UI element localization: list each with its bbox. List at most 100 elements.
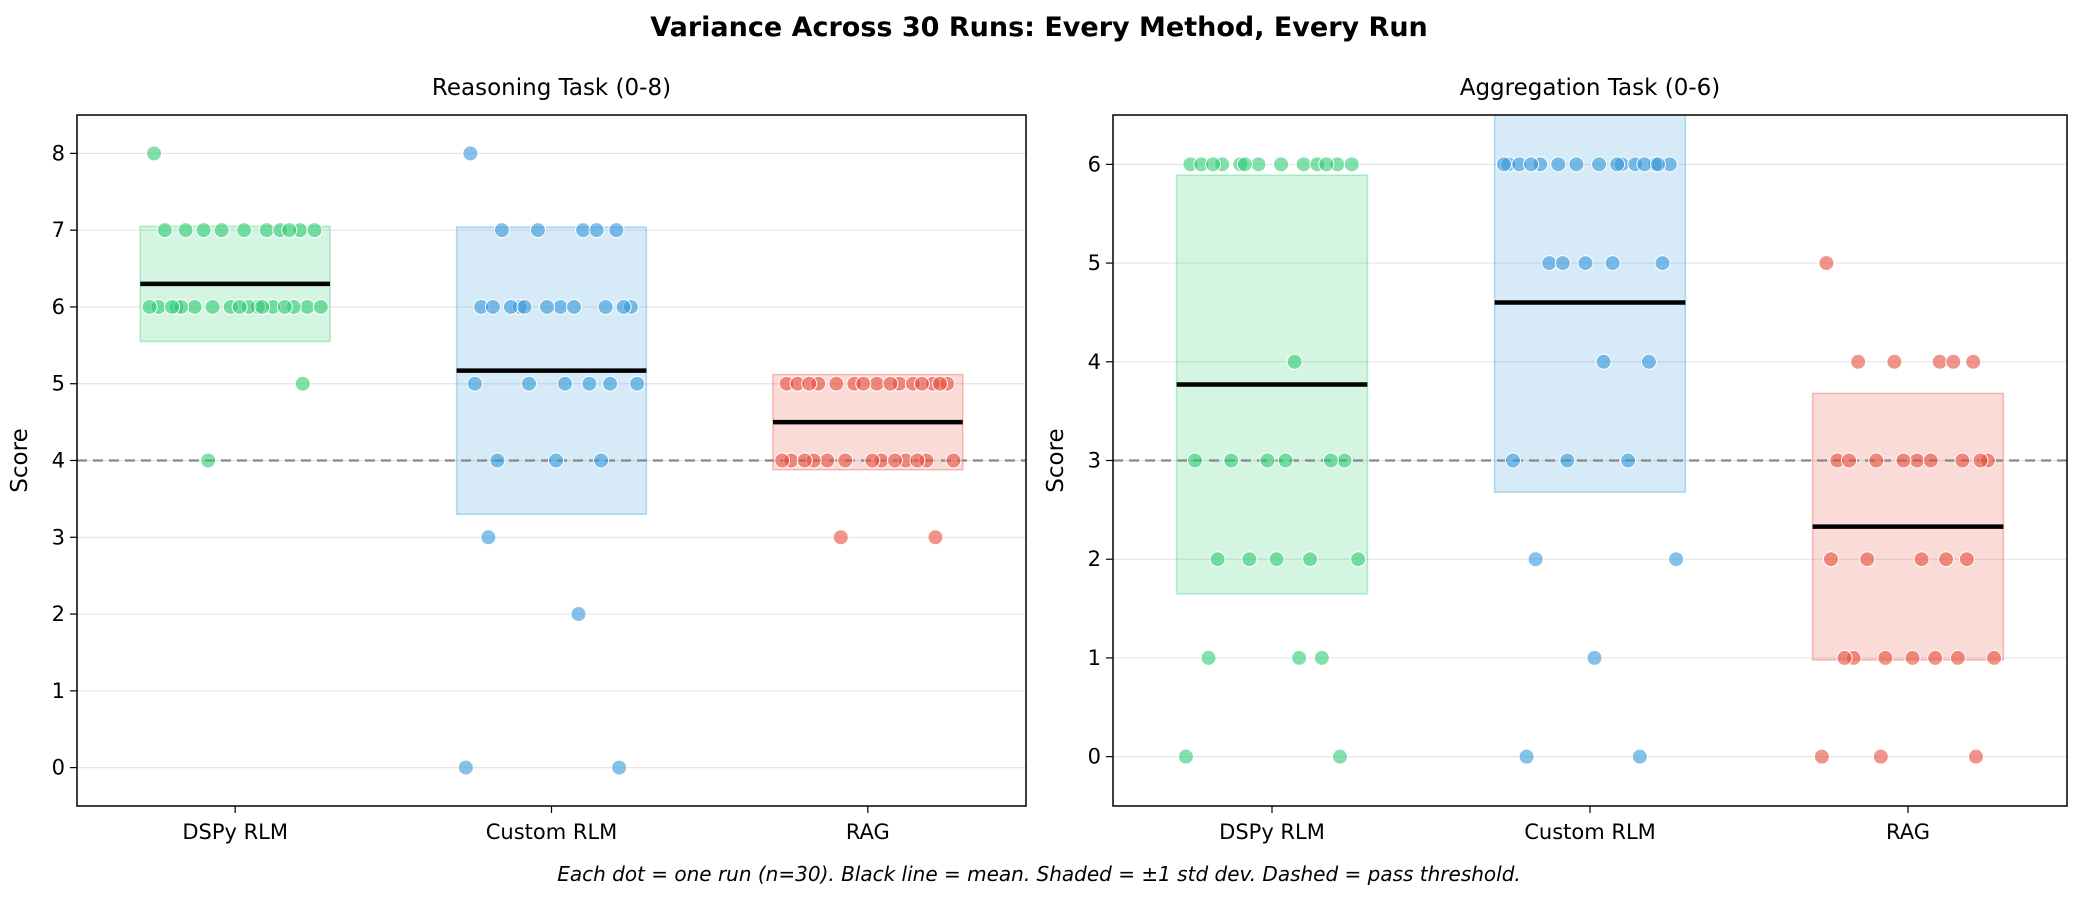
chart-caption: Each dot = one run (n=30). Black line = … — [557, 862, 1521, 886]
axes-frame — [1112, 114, 2068, 807]
data-point — [1620, 452, 1637, 469]
data-point — [615, 298, 632, 315]
data-point — [1205, 156, 1222, 173]
data-point — [1595, 353, 1612, 370]
data-point — [552, 298, 569, 315]
data-point — [832, 529, 849, 546]
data-point — [1986, 649, 2003, 666]
data-point — [774, 452, 791, 469]
data-point — [1291, 649, 1308, 666]
x-tick-label: Custom RLM — [486, 820, 618, 844]
data-point — [1241, 551, 1258, 568]
data-point — [1577, 255, 1594, 272]
data-point — [855, 375, 872, 392]
data-point — [913, 375, 930, 392]
data-point — [801, 375, 818, 392]
data-point — [1631, 748, 1648, 765]
y-axis-label: Score — [7, 428, 33, 492]
x-tick-label: Custom RLM — [1524, 820, 1656, 844]
data-point — [1223, 452, 1240, 469]
data-point — [1236, 156, 1253, 173]
data-point — [236, 222, 253, 239]
data-point — [516, 298, 533, 315]
y-tick-label: 1 — [52, 679, 65, 703]
y-tick-label: 5 — [52, 372, 65, 396]
data-point — [299, 298, 316, 315]
data-point — [1259, 452, 1276, 469]
data-point — [1186, 452, 1203, 469]
data-point — [1913, 551, 1930, 568]
panel-2: 0 1 2 3 4 5 6 DSPy RLM Custom RLM RAG Aggregation … — [1043, 75, 2068, 844]
data-point — [502, 298, 519, 315]
y-tick-label: 3 — [1088, 449, 1101, 473]
chart-title: Variance Across 30 Runs: Every Method, E… — [650, 12, 1428, 43]
data-point — [575, 222, 592, 239]
data-point — [1504, 452, 1521, 469]
data-point — [1841, 452, 1858, 469]
panel-title: Aggregation Task (0-6) — [1460, 75, 1721, 101]
data-point — [1965, 353, 1982, 370]
data-point — [186, 298, 203, 315]
data-point — [1295, 156, 1312, 173]
y-tick-label: 6 — [1088, 152, 1101, 176]
data-point — [548, 452, 565, 469]
data-point — [1850, 353, 1867, 370]
data-point — [1495, 156, 1512, 173]
data-point — [1886, 353, 1903, 370]
data-point — [629, 375, 646, 392]
data-point — [1350, 551, 1367, 568]
data-point — [927, 529, 944, 546]
data-point — [1822, 551, 1839, 568]
y-tick-label: 6 — [52, 295, 65, 319]
data-point — [1331, 748, 1348, 765]
data-point — [828, 375, 845, 392]
y-tick-label: 3 — [52, 525, 65, 549]
data-point — [306, 222, 323, 239]
data-point — [1909, 452, 1926, 469]
data-point — [837, 452, 854, 469]
data-point — [281, 222, 298, 239]
data-point — [141, 298, 158, 315]
y-tick-label: 8 — [52, 141, 65, 165]
y-tick-label: 4 — [52, 449, 65, 473]
data-point — [557, 375, 574, 392]
axes-frame — [76, 114, 1027, 807]
data-point — [1967, 748, 1984, 765]
data-point — [886, 452, 903, 469]
data-point — [1591, 156, 1608, 173]
data-point — [588, 222, 605, 239]
data-point — [570, 606, 587, 623]
y-tick-label: 2 — [52, 602, 65, 626]
data-point — [195, 222, 212, 239]
data-point — [1931, 353, 1948, 370]
data-point — [1836, 649, 1853, 666]
x-tick-label: RAG — [1886, 820, 1930, 844]
y-tick-label: 4 — [1088, 350, 1101, 374]
data-point — [1818, 255, 1835, 272]
data-point — [909, 452, 926, 469]
panel-title: Reasoning Task (0-8) — [432, 75, 671, 101]
data-point — [819, 452, 836, 469]
data-point — [1958, 551, 1975, 568]
y-tick-label: 0 — [1088, 745, 1101, 769]
data-point — [231, 298, 248, 315]
data-point — [457, 759, 474, 776]
data-point — [581, 375, 598, 392]
plot-area — [1113, 115, 2067, 765]
data-point — [611, 759, 628, 776]
data-point — [1200, 649, 1217, 666]
data-point — [1550, 156, 1567, 173]
data-point — [796, 452, 813, 469]
data-point — [312, 298, 329, 315]
data-point — [1927, 649, 1944, 666]
x-tick-label: RAG — [846, 820, 890, 844]
data-point — [1318, 156, 1335, 173]
data-point — [1636, 156, 1653, 173]
y-axis-label: Score — [1043, 428, 1069, 492]
data-point — [1938, 551, 1955, 568]
data-point — [931, 375, 948, 392]
data-point — [294, 375, 311, 392]
data-point — [1527, 551, 1544, 568]
data-point — [164, 298, 181, 315]
data-point — [177, 222, 194, 239]
